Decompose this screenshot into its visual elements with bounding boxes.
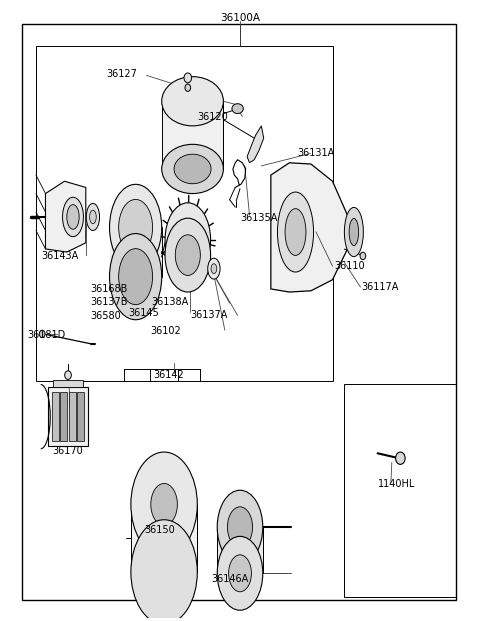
Ellipse shape — [277, 192, 313, 272]
Text: 36102: 36102 — [150, 326, 180, 336]
Ellipse shape — [131, 520, 197, 621]
Circle shape — [184, 73, 192, 83]
Ellipse shape — [86, 204, 99, 230]
Ellipse shape — [62, 197, 84, 237]
Bar — [69, 392, 76, 441]
Text: 1140HL: 1140HL — [378, 479, 415, 489]
Circle shape — [39, 330, 45, 338]
Ellipse shape — [90, 210, 96, 224]
Bar — [53, 380, 84, 388]
Bar — [36, 46, 333, 381]
Polygon shape — [46, 181, 86, 252]
Text: 36142: 36142 — [154, 370, 184, 380]
Ellipse shape — [217, 490, 263, 564]
Ellipse shape — [344, 207, 363, 256]
Bar — [60, 392, 67, 441]
Ellipse shape — [349, 219, 359, 245]
Text: 36168B: 36168B — [91, 284, 128, 294]
Text: 36580: 36580 — [91, 311, 121, 321]
Bar — [52, 392, 59, 441]
Bar — [48, 388, 88, 446]
Polygon shape — [271, 163, 354, 292]
Text: 36135A: 36135A — [240, 213, 277, 223]
Ellipse shape — [217, 537, 263, 610]
Text: 36143A: 36143A — [42, 252, 79, 261]
Bar — [109, 227, 162, 276]
Ellipse shape — [165, 203, 211, 276]
Text: 36181D: 36181D — [27, 330, 66, 340]
Text: 36131A: 36131A — [297, 148, 334, 158]
Ellipse shape — [211, 264, 217, 274]
Bar — [131, 504, 197, 572]
Ellipse shape — [109, 233, 162, 320]
Ellipse shape — [151, 483, 178, 525]
Ellipse shape — [67, 205, 79, 229]
Ellipse shape — [175, 219, 200, 260]
Ellipse shape — [165, 218, 211, 292]
Ellipse shape — [208, 258, 220, 279]
Bar — [217, 527, 263, 573]
Ellipse shape — [232, 104, 243, 114]
Ellipse shape — [228, 555, 252, 592]
Text: 36146A: 36146A — [212, 574, 249, 584]
Bar — [344, 384, 456, 597]
Ellipse shape — [162, 76, 223, 126]
Text: 36170: 36170 — [53, 446, 84, 456]
Text: 36120: 36120 — [197, 112, 228, 122]
Ellipse shape — [228, 507, 252, 548]
Circle shape — [396, 452, 405, 465]
Ellipse shape — [162, 144, 223, 194]
Bar — [77, 392, 84, 441]
Ellipse shape — [109, 184, 162, 271]
Text: 36138A: 36138A — [152, 297, 189, 307]
Circle shape — [185, 84, 191, 91]
Ellipse shape — [131, 452, 197, 556]
Text: 36100A: 36100A — [220, 13, 260, 23]
Text: 36145: 36145 — [129, 308, 159, 318]
Ellipse shape — [175, 235, 200, 276]
Text: 36137B: 36137B — [91, 297, 128, 307]
Text: 36110: 36110 — [334, 261, 365, 271]
Text: 36137A: 36137A — [190, 310, 228, 320]
Ellipse shape — [174, 154, 211, 184]
Circle shape — [360, 252, 366, 260]
Polygon shape — [247, 126, 264, 163]
Ellipse shape — [119, 199, 153, 255]
Circle shape — [65, 371, 72, 379]
Text: 36127: 36127 — [106, 68, 137, 78]
Ellipse shape — [119, 248, 153, 305]
Text: 36117A: 36117A — [361, 282, 398, 292]
Bar — [162, 101, 223, 169]
Ellipse shape — [285, 209, 306, 255]
Text: 36150: 36150 — [144, 525, 175, 535]
